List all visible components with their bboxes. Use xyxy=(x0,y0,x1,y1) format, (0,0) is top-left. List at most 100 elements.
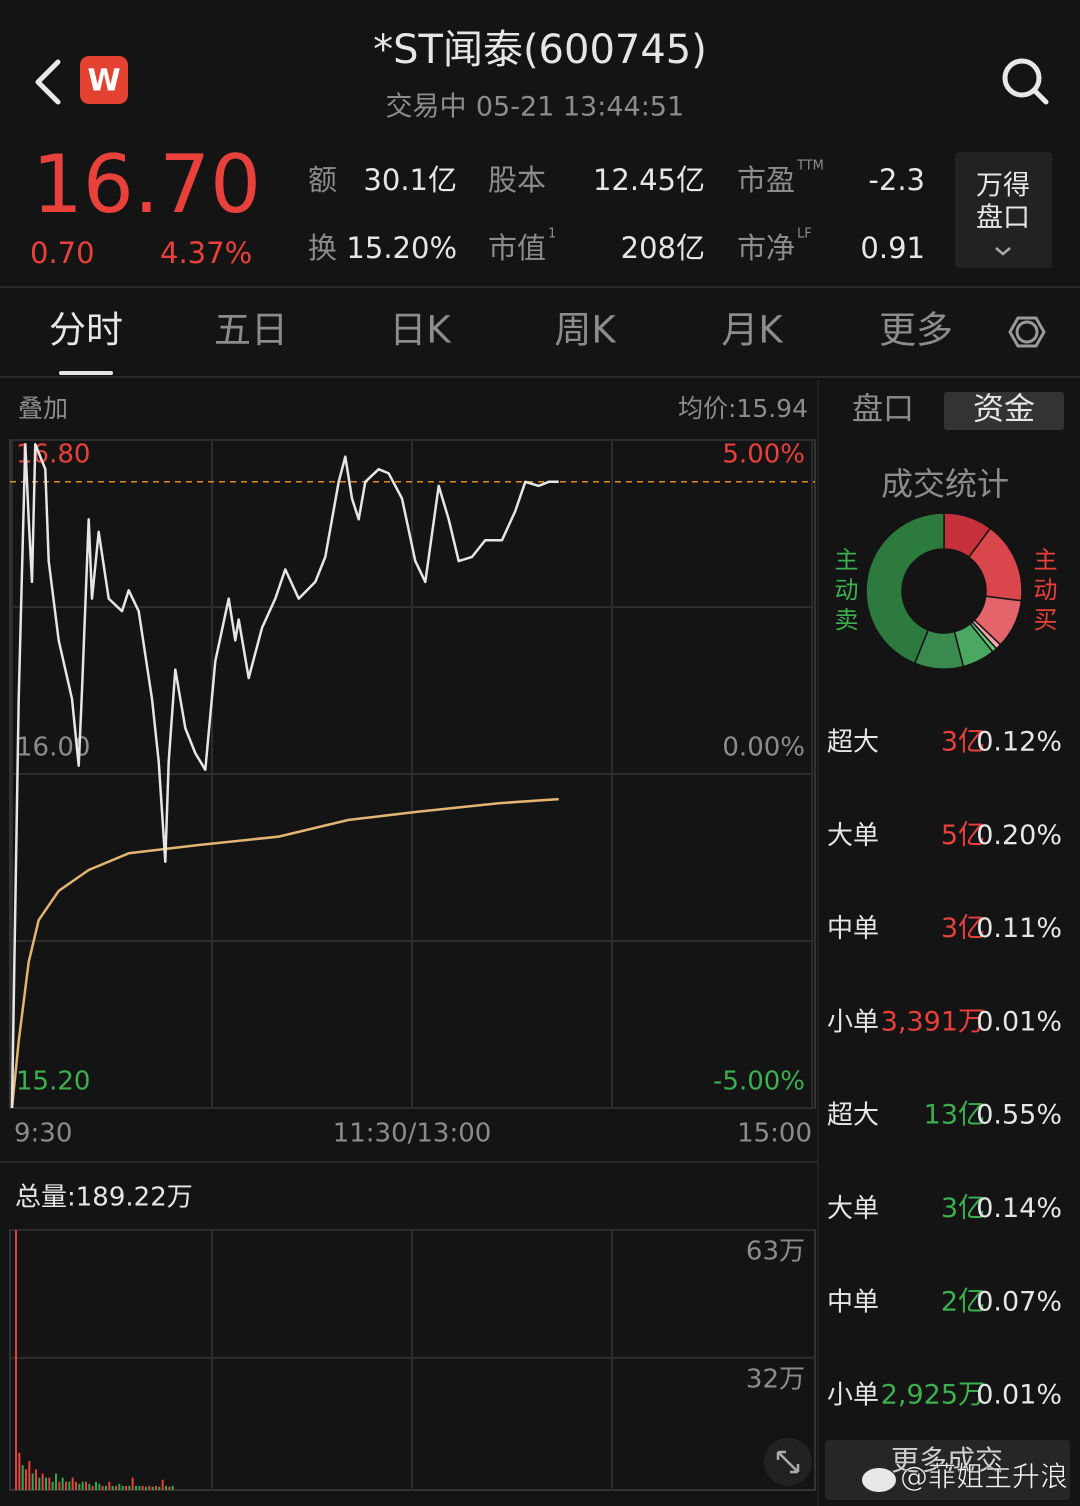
settings-icon-outline xyxy=(1008,316,1046,348)
panel-tab[interactable]: 盘口 xyxy=(852,392,914,428)
wind-button[interactable] xyxy=(955,152,1052,268)
volume-bar xyxy=(18,1452,21,1490)
x-tick-label: 11:30/13:00 xyxy=(333,1119,492,1149)
more-button-label[interactable]: 更多成交 xyxy=(891,1444,1003,1477)
panel-title: 成交统计 xyxy=(881,465,1009,503)
search-icon-handle xyxy=(1032,88,1049,105)
volume-bar xyxy=(55,1473,57,1490)
expand-icon xyxy=(776,1450,800,1474)
panel-tab[interactable]: 资金 xyxy=(973,392,1035,428)
flow-type: 小单 xyxy=(827,1007,879,1037)
flow-amount: 13亿 xyxy=(924,1100,985,1131)
volume-bar xyxy=(141,1485,144,1490)
tab[interactable]: 五日 xyxy=(214,309,288,352)
volume-bar xyxy=(131,1477,134,1490)
volume-bar xyxy=(151,1486,154,1490)
stat-label: 换 xyxy=(308,231,337,265)
y-tick-label: 16.80 xyxy=(16,440,90,470)
volume-bar xyxy=(145,1486,147,1490)
x-tick-label: 15:00 xyxy=(737,1119,812,1149)
tab[interactable]: 日K xyxy=(389,309,452,352)
volume-tick-label: 32万 xyxy=(746,1364,805,1394)
volume-bar xyxy=(61,1477,64,1490)
stat-label: 额 xyxy=(308,163,337,197)
volume-bar xyxy=(168,1486,171,1490)
volume-bar xyxy=(155,1485,157,1490)
volume-bar xyxy=(91,1485,94,1490)
volume-bar xyxy=(118,1483,121,1490)
pct-tick-label: 5.00% xyxy=(722,440,805,470)
volume-bar xyxy=(28,1461,31,1490)
volume-bar xyxy=(135,1485,137,1490)
wind-button-label: 万得 xyxy=(976,171,1030,202)
flow-type: 大单 xyxy=(827,821,879,851)
flow-pct: 0.07% xyxy=(976,1286,1062,1317)
settings-icon[interactable] xyxy=(1015,320,1039,344)
volume-bar xyxy=(95,1481,97,1490)
volume-bar xyxy=(88,1483,91,1490)
volume-bar xyxy=(48,1477,51,1490)
flow-type: 超大 xyxy=(827,1101,879,1131)
avg-price-line xyxy=(10,797,559,1109)
flow-type: 中单 xyxy=(827,914,879,944)
weibo-icon xyxy=(862,1468,896,1492)
sell-label: 主动卖 xyxy=(830,547,858,637)
volume-bar xyxy=(81,1481,84,1490)
back-button[interactable] xyxy=(35,59,61,105)
chevron xyxy=(995,247,1011,256)
stat-label: 股本 xyxy=(488,163,546,197)
flow-amount: 2亿 xyxy=(941,1286,985,1317)
tab[interactable]: 分时 xyxy=(49,309,123,352)
flow-pct: 0.11% xyxy=(976,913,1062,944)
watermark: @菲姐主升浪 xyxy=(900,1460,1068,1493)
change-pct: 4.37% xyxy=(160,236,252,270)
stat-value: 0.91 xyxy=(860,231,925,265)
flow-pct: 0.12% xyxy=(976,727,1062,758)
tab[interactable]: 月K xyxy=(721,309,784,352)
volume-bar xyxy=(115,1485,117,1490)
tab-indicator xyxy=(59,371,113,375)
volume-bar xyxy=(148,1485,151,1490)
volume-total: 总量:189.22万 xyxy=(15,1183,193,1213)
volume-bar xyxy=(25,1469,27,1490)
volume-bar xyxy=(41,1473,44,1490)
volume-bar xyxy=(121,1485,124,1490)
volume-bar xyxy=(58,1481,61,1490)
volume-bar xyxy=(68,1481,71,1490)
volume-bar xyxy=(15,1230,17,1490)
tab[interactable]: 更多 xyxy=(879,309,953,352)
change: 0.70 xyxy=(30,236,95,270)
volume-bar xyxy=(108,1481,111,1490)
volume-tick-label: 63万 xyxy=(746,1237,805,1267)
stat-label: 市盈 xyxy=(737,163,795,197)
stat-value: 30.1亿 xyxy=(363,163,457,197)
pct-tick-label: -5.00% xyxy=(713,1067,805,1097)
status: 交易中 xyxy=(386,92,467,123)
volume-bar xyxy=(78,1483,81,1490)
volume-bar xyxy=(75,1481,77,1490)
volume-bar xyxy=(171,1485,174,1490)
stat-sup: 1 xyxy=(548,227,556,242)
flow-pct: 0.01% xyxy=(976,1380,1062,1411)
logo-text: W xyxy=(87,64,120,99)
volume-bar xyxy=(158,1486,161,1490)
flow-type: 超大 xyxy=(827,728,879,758)
stat-sup: LF xyxy=(797,227,812,242)
x-tick-label: 9:30 xyxy=(14,1119,72,1149)
volume-bar xyxy=(71,1477,74,1490)
price: 16.70 xyxy=(32,138,261,231)
y-tick-label: 15.20 xyxy=(16,1067,90,1097)
volume-bar xyxy=(105,1485,107,1490)
pct-tick-label: 0.00% xyxy=(722,733,805,763)
flow-pct: 0.20% xyxy=(976,820,1062,851)
overlay-button[interactable]: 叠加 xyxy=(18,394,68,423)
volume-bar xyxy=(45,1477,47,1490)
search-icon[interactable] xyxy=(1002,58,1042,98)
tab[interactable]: 周K xyxy=(554,309,617,352)
volume-bar xyxy=(98,1483,101,1490)
volume-bar xyxy=(128,1485,131,1490)
volume-bar xyxy=(85,1481,87,1490)
flow-type: 中单 xyxy=(827,1287,879,1317)
